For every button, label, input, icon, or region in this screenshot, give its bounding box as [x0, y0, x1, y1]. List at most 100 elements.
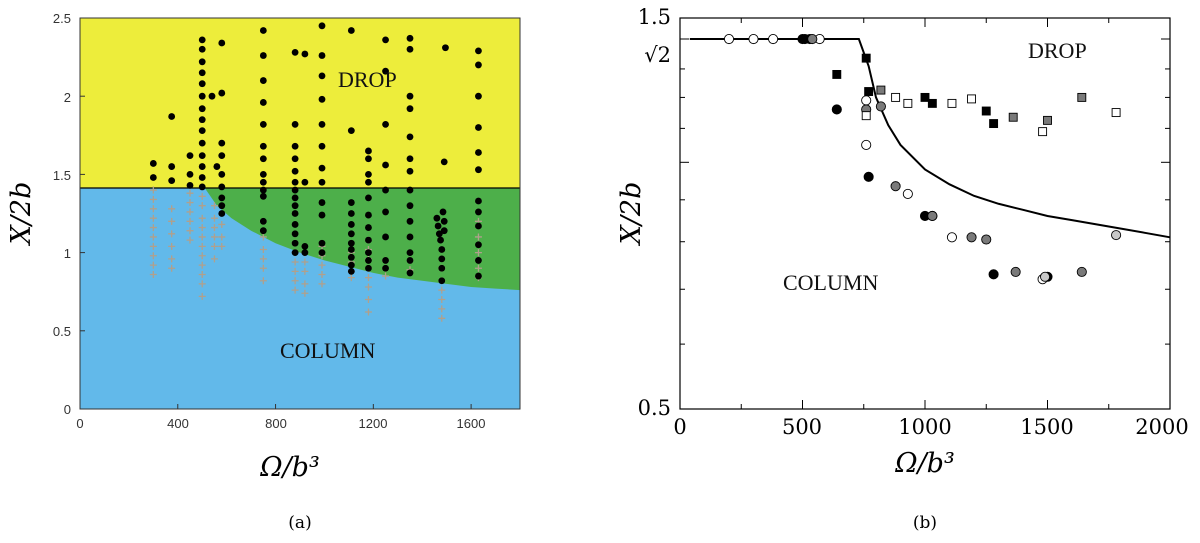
markers-b: [723, 33, 1122, 285]
data-point: [347, 199, 355, 206]
data-point: [259, 178, 267, 186]
data-point: [218, 210, 226, 217]
data-point: [382, 233, 389, 241]
square-marker: [861, 111, 871, 121]
data-point: [318, 72, 326, 80]
plus-marker: [364, 296, 372, 304]
xtick-a-0: 0: [76, 416, 83, 431]
data-point: [291, 167, 299, 175]
data-point: [365, 194, 372, 202]
plus-marker: [168, 205, 176, 213]
data-point: [291, 230, 299, 238]
ytick-a-2: 1: [64, 246, 71, 261]
plus-marker: [291, 258, 299, 266]
data-point: [365, 224, 372, 231]
square-marker: [927, 98, 937, 108]
data-point: [259, 155, 267, 163]
data-point: [198, 139, 206, 147]
data-point: [218, 152, 226, 160]
plus-marker: [149, 214, 157, 222]
plus-marker: [149, 252, 157, 260]
plus-marker: [218, 220, 226, 228]
data-point: [218, 89, 226, 97]
data-point: [198, 174, 206, 181]
plus-marker: [168, 217, 176, 225]
data-point: [406, 167, 414, 175]
circle-marker: [861, 139, 872, 150]
data-point: [382, 257, 389, 264]
circle-marker: [1076, 266, 1087, 277]
data-point: [301, 249, 309, 256]
plus-marker: [186, 217, 194, 225]
data-point: [406, 155, 414, 163]
drop-label-a: DROP: [338, 67, 397, 92]
data-point: [198, 58, 206, 66]
data-point: [259, 142, 267, 150]
plus-marker: [168, 242, 176, 250]
data-point: [318, 52, 326, 59]
plus-marker: [149, 224, 157, 232]
data-point: [291, 142, 299, 150]
plus-marker: [186, 208, 194, 216]
data-point: [198, 127, 206, 135]
data-point: [168, 163, 176, 170]
xtick-a-1: 400: [167, 416, 189, 431]
drop-label-b: DROP: [1028, 38, 1087, 63]
plus-marker: [198, 233, 206, 241]
filled-markers: [149, 22, 482, 285]
data-point: [259, 77, 267, 84]
data-point: [437, 236, 444, 244]
data-point: [347, 27, 355, 34]
ytick-a-4: 2: [64, 90, 71, 105]
data-point: [186, 171, 194, 178]
plus-marker: [364, 308, 372, 316]
data-point: [291, 239, 299, 247]
plus-marker: [347, 274, 355, 282]
data-point: [382, 161, 389, 169]
ytick-a-1: 0.5: [53, 324, 71, 339]
square-marker: [1038, 127, 1048, 137]
plot-frame-a: [79, 17, 521, 410]
plus-marker: [474, 233, 482, 241]
data-point: [406, 186, 414, 194]
data-point: [259, 99, 267, 106]
circle-marker: [875, 101, 886, 112]
data-point: [168, 113, 176, 120]
data-point: [365, 147, 372, 155]
data-point: [365, 249, 372, 256]
ylabel-a: X/2b: [6, 182, 37, 247]
circle-marker: [981, 234, 992, 245]
data-point: [198, 163, 206, 170]
data-point: [438, 255, 446, 263]
circle-marker: [902, 188, 913, 199]
circle-marker: [1111, 230, 1122, 241]
data-point: [442, 44, 449, 52]
data-point: [347, 253, 355, 261]
plus-marker: [186, 189, 194, 197]
data-point: [318, 239, 326, 247]
data-point: [475, 61, 482, 69]
data-point: [259, 120, 267, 128]
data-point: [301, 178, 309, 186]
data-point: [259, 217, 267, 225]
data-point: [218, 39, 226, 47]
data-point: [218, 183, 226, 191]
plus-marker: [198, 202, 206, 210]
data-point: [406, 34, 414, 42]
data-point: [382, 36, 389, 44]
plus-marker: [149, 195, 157, 203]
data-point: [291, 249, 299, 256]
square-marker: [1043, 115, 1052, 125]
data-point: [218, 171, 226, 178]
data-point: [406, 257, 414, 264]
plus-marker: [318, 280, 326, 288]
panel-b: DROP COLUMN 1.5 √2 0.5 0 500 1000 1500 2…: [616, 5, 1189, 533]
plus-marker: [149, 186, 157, 194]
circle-marker: [723, 33, 735, 45]
plus-marker: [210, 242, 218, 250]
data-point: [318, 95, 326, 103]
data-point: [318, 211, 326, 219]
ytick-a-3: 1.5: [53, 168, 71, 183]
data-point: [406, 233, 414, 241]
data-point: [365, 211, 372, 219]
